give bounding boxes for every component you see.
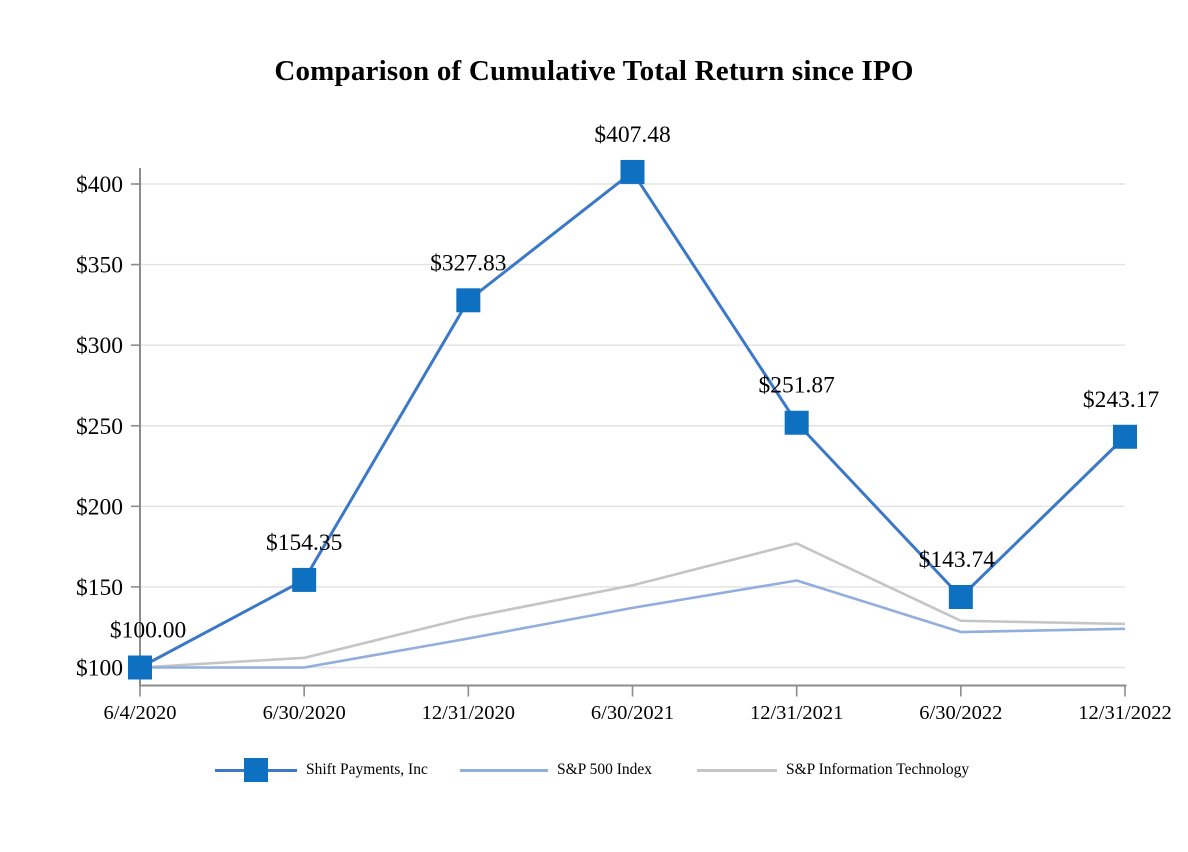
data-point-marker bbox=[128, 655, 152, 680]
data-point-marker bbox=[948, 585, 973, 610]
series-line bbox=[139, 542, 1126, 669]
y-tick-label: $100 bbox=[76, 656, 123, 682]
data-label: $251.87 bbox=[758, 373, 835, 399]
sp-info-tech-line-swatch bbox=[697, 757, 777, 783]
y-tick-label: $300 bbox=[76, 333, 123, 359]
series-line bbox=[140, 579, 1126, 669]
data-label: $143.74 bbox=[919, 547, 996, 573]
legend-item-sp500: S&P 500 Index bbox=[460, 757, 652, 783]
x-tick-label: 6/30/2022 bbox=[919, 702, 1002, 724]
data-point-marker bbox=[1113, 424, 1137, 449]
x-tick-label: 12/31/2020 bbox=[422, 702, 515, 724]
data-label: $327.83 bbox=[430, 250, 506, 276]
legend-label-sp-info-tech: S&P Information Technology bbox=[786, 761, 970, 778]
x-tick-label: 12/31/2021 bbox=[750, 702, 843, 724]
legend-label-shift-payments: Shift Payments, Inc bbox=[306, 761, 428, 778]
data-label: $100.00 bbox=[110, 618, 186, 644]
shift-payments-line-marker-swatch bbox=[215, 757, 297, 783]
data-point-marker bbox=[456, 288, 481, 313]
y-tick-label: $400 bbox=[76, 172, 123, 198]
y-tick-label: $200 bbox=[76, 494, 123, 520]
x-tick-label: 6/30/2021 bbox=[591, 702, 674, 724]
chart-title: Comparison of Cumulative Total Return si… bbox=[274, 55, 914, 87]
sp500-line-swatch bbox=[460, 757, 548, 783]
series-line bbox=[139, 170, 1127, 669]
chart-legend: Shift Payments, Inc S&P 500 Index S&P In… bbox=[0, 757, 1188, 783]
legend-item-sp-info-tech: S&P Information Technology bbox=[697, 757, 969, 783]
data-label: $407.48 bbox=[594, 122, 670, 148]
y-tick-label: $150 bbox=[76, 575, 123, 601]
square-marker-icon bbox=[244, 758, 268, 782]
legend-label-sp500: S&P 500 Index bbox=[557, 761, 653, 778]
data-point-marker bbox=[620, 159, 645, 184]
x-tick-label: 6/4/2020 bbox=[104, 702, 177, 724]
y-tick-label: $250 bbox=[76, 414, 123, 440]
data-point-marker bbox=[292, 567, 317, 592]
data-label: $154.35 bbox=[266, 530, 342, 556]
legend-item-shift-payments: Shift Payments, Inc bbox=[215, 757, 428, 783]
x-tick-label: 6/30/2020 bbox=[263, 702, 346, 724]
data-point-marker bbox=[784, 410, 809, 435]
x-tick-label: 12/31/2022 bbox=[1078, 702, 1171, 724]
y-tick-label: $350 bbox=[76, 253, 123, 279]
data-label: $243.17 bbox=[1083, 387, 1160, 413]
